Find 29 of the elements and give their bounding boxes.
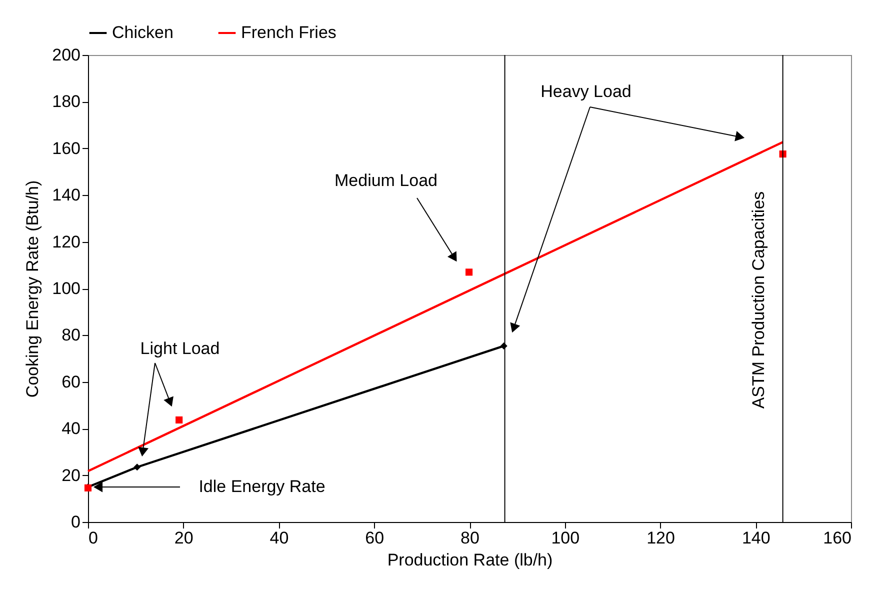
annotation: Medium Load	[334, 171, 438, 190]
y-tick-label: 0	[71, 512, 80, 532]
x-tick-label: 100	[551, 528, 580, 548]
x-tick-label: 40	[270, 528, 289, 548]
annotation: Heavy Load	[540, 82, 632, 101]
x-tick-label: 120	[646, 528, 675, 548]
x-tick-label: 60	[365, 528, 384, 548]
y-tick-label: 80	[62, 326, 80, 345]
y-tick-label: 60	[62, 372, 80, 392]
y-tick-label: 20	[62, 466, 80, 485]
x-tick-label: 80	[460, 528, 480, 548]
y-tick-label: 200	[52, 46, 80, 64]
x-tick-label: 0	[88, 528, 98, 548]
y-tick-label: 160	[52, 138, 80, 158]
y-tick-label: 140	[52, 186, 80, 205]
y-tick-label: 180	[52, 92, 80, 112]
x-tick-label: 140	[742, 528, 770, 548]
y-axis-title: Cooking Energy Rate (Btu/h)	[23, 180, 42, 398]
annotation: Light Load	[140, 339, 220, 358]
legend-label: French Fries	[241, 23, 336, 42]
y-tick-label: 40	[62, 419, 80, 438]
y-tick-label: 120	[52, 232, 80, 252]
x-tick-label: 160	[823, 528, 852, 548]
y-tick-label: 100	[52, 279, 80, 298]
legend-label: Chicken	[112, 23, 174, 42]
ref-line-label: ASTM Production Capacities	[748, 191, 768, 409]
x-axis-title: Production Rate (lb/h)	[387, 550, 553, 570]
x-tick-label: 20	[174, 528, 194, 548]
annotation: Idle Energy Rate	[198, 477, 326, 496]
